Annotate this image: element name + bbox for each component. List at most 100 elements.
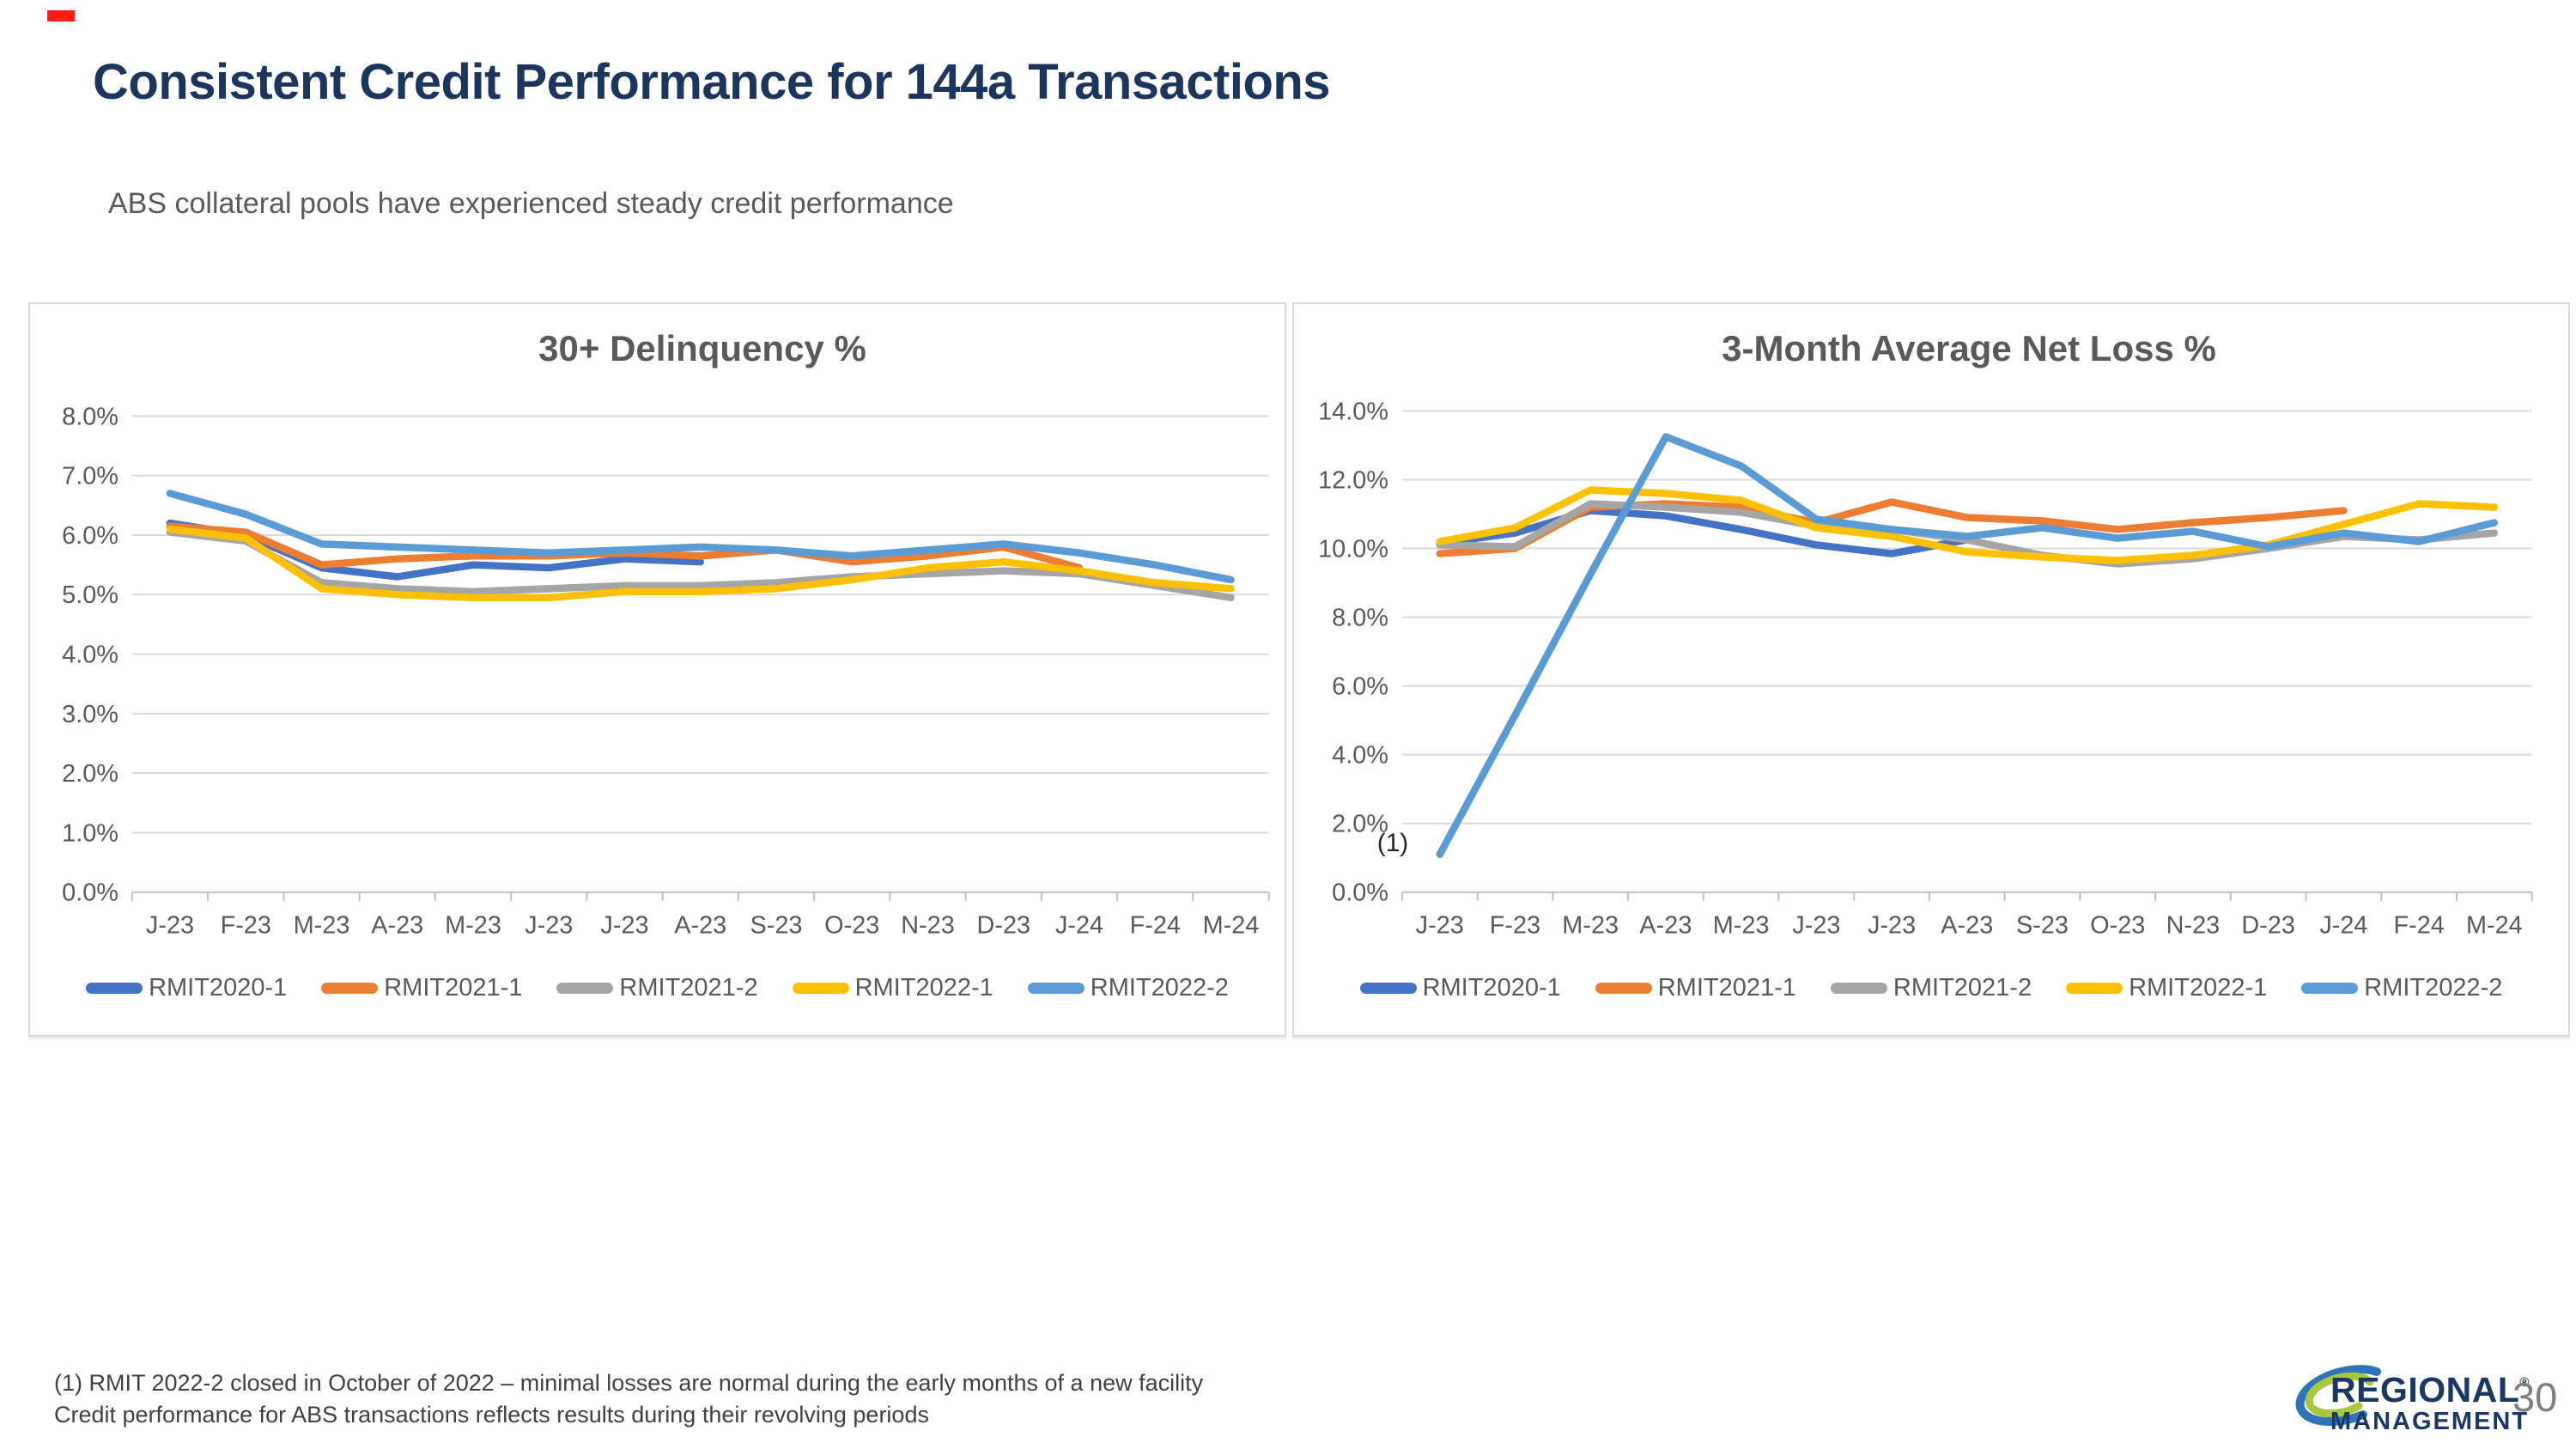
x-axis-label: A-23 xyxy=(674,912,726,940)
y-axis-label: 6.0% xyxy=(62,522,118,550)
legend-chip xyxy=(2066,983,2123,994)
y-axis-label: 1.0% xyxy=(62,819,118,847)
legend-item-RMIT2020-1: RMIT2020-1 xyxy=(1359,974,1561,1002)
legend-item-RMIT2022-1: RMIT2022-1 xyxy=(792,974,993,1002)
legend-item-RMIT2021-1: RMIT2021-1 xyxy=(1595,974,1796,1002)
x-axis-label: S-23 xyxy=(2016,912,2069,940)
legend-label: RMIT2021-2 xyxy=(619,974,758,1002)
legend-label: RMIT2020-1 xyxy=(149,974,288,1002)
y-axis-label: 2.0% xyxy=(1332,811,1388,838)
y-axis-label: 8.0% xyxy=(62,403,118,430)
legend-item-RMIT2021-1: RMIT2021-1 xyxy=(321,974,522,1002)
legend-label: RMIT2022-1 xyxy=(2129,974,2268,1002)
x-axis-label: F-23 xyxy=(1490,912,1540,940)
chart-annotation: (1) xyxy=(1377,829,1408,857)
y-axis-label: 8.0% xyxy=(1332,605,1388,632)
y-axis-label: 0.0% xyxy=(1332,880,1388,907)
x-axis-label: A-23 xyxy=(1639,912,1692,940)
x-axis-label: O-23 xyxy=(2090,912,2145,940)
legend-label: RMIT2022-1 xyxy=(854,974,993,1002)
registered-mark: ® xyxy=(2519,1375,2530,1390)
company-logo: REGIONAL® MANAGEMENT 30 xyxy=(2274,1361,2574,1447)
legend-chip xyxy=(792,983,849,994)
series-line-RMIT2022-2 xyxy=(166,490,1235,584)
x-axis-label: M-24 xyxy=(1203,912,1260,940)
x-axis-label: F-24 xyxy=(2393,912,2444,940)
legend-label: RMIT2022-2 xyxy=(2364,974,2503,1002)
x-axis-label: M-24 xyxy=(2466,912,2523,940)
y-axis-label: 3.0% xyxy=(62,701,118,728)
legend-item-RMIT2020-1: RMIT2020-1 xyxy=(86,974,287,1002)
legend-chip xyxy=(1359,983,1417,994)
legend-item-RMIT2021-2: RMIT2021-2 xyxy=(556,974,758,1002)
x-axis-label: M-23 xyxy=(1562,912,1619,940)
legend-item-RMIT2022-2: RMIT2022-2 xyxy=(1027,974,1229,1002)
red-accent-mark xyxy=(47,10,75,21)
x-axis-label: A-23 xyxy=(1941,912,1993,940)
delinquency-chart-title: 30+ Delinquency % xyxy=(538,328,866,368)
footnote-line-2: Credit performance for ABS transactions … xyxy=(54,1402,929,1428)
y-axis-label: 4.0% xyxy=(62,642,118,669)
x-axis-label: F-23 xyxy=(221,912,271,940)
x-axis-label: N-23 xyxy=(901,912,955,940)
series-line-RMIT2022-1 xyxy=(166,525,1235,602)
legend-chip xyxy=(2301,983,2359,994)
legend-item-RMIT2022-2: RMIT2022-2 xyxy=(2301,974,2502,1002)
legend-chip xyxy=(1595,983,1652,994)
x-axis-label: J-24 xyxy=(1055,912,1103,940)
page-title: Consistent Credit Performance for 144a T… xyxy=(93,54,1331,110)
legend-chip xyxy=(86,983,143,994)
series-line-RMIT2020-1 xyxy=(1436,507,1971,557)
y-axis-label: 10.0% xyxy=(1318,535,1388,563)
logo-regional-text: REGIONAL xyxy=(2330,1370,2520,1409)
x-axis-label: F-24 xyxy=(1130,912,1181,940)
x-axis-label: M-23 xyxy=(445,912,501,940)
series-line-RMIT2022-1 xyxy=(1436,486,2499,564)
legend-chip xyxy=(1830,983,1887,994)
net-loss-chart-legend: RMIT2020-1 RMIT2021-1 RMIT2021-2 RMIT2022-1… xyxy=(1294,974,2568,1002)
legend-label: RMIT2021-1 xyxy=(1657,974,1796,1002)
x-axis-label: N-23 xyxy=(2166,912,2221,940)
x-axis-label: S-23 xyxy=(750,912,803,940)
y-axis-label: 6.0% xyxy=(1332,673,1388,701)
y-axis-label: 14.0% xyxy=(1318,398,1388,425)
x-axis-label: J-23 xyxy=(1792,912,1840,940)
series-line-RMIT2021-2 xyxy=(166,528,1235,602)
legend-label: RMIT2020-1 xyxy=(1422,974,1561,1002)
legend-label: RMIT2021-1 xyxy=(384,974,523,1002)
delinquency-chart-legend: RMIT2020-1 RMIT2021-1 RMIT2021-2 RMIT2022-1… xyxy=(30,974,1285,1002)
x-axis-label: J-23 xyxy=(600,912,648,940)
legend-chip xyxy=(321,983,379,994)
y-axis-label: 0.0% xyxy=(62,880,118,907)
x-axis-label: D-23 xyxy=(976,912,1030,940)
y-axis-label: 4.0% xyxy=(1332,742,1388,770)
x-axis-label: J-23 xyxy=(146,912,194,940)
x-axis-label: A-23 xyxy=(371,912,423,940)
y-axis-label: 12.0% xyxy=(1318,466,1388,494)
delinquency-chart-svg: 8.0% 7.0% 6.0% 5.0% 4.0% 3.0% 2.0% 1.0% 0.0% J-23… xyxy=(62,403,1270,940)
net-loss-chart-svg: 14.0% 12.0% 10.0% 8.0% 6.0% 4.0% 2.0% 0.0% J-23 F… xyxy=(1318,398,2533,940)
x-axis-label: M-23 xyxy=(1713,912,1770,940)
legend-label: RMIT2022-2 xyxy=(1090,974,1229,1002)
x-axis-label: O-23 xyxy=(824,912,879,940)
page-number: 30 xyxy=(2512,1374,2558,1420)
footnote-line-1: (1) RMIT 2022-2 closed in October of 202… xyxy=(54,1370,1204,1396)
x-axis-label: J-23 xyxy=(525,912,573,940)
x-axis-label: D-23 xyxy=(2241,912,2295,940)
legend-label: RMIT2021-2 xyxy=(1893,974,2032,1002)
logo-swoosh-icon xyxy=(2295,1365,2381,1427)
legend-item-RMIT2021-2: RMIT2021-2 xyxy=(1830,974,2032,1002)
footnotes: (1) RMIT 2022-2 closed in October of 202… xyxy=(54,1367,1203,1431)
series-line-RMIT2022-2 xyxy=(1436,433,2499,859)
x-axis-label: J-23 xyxy=(1416,912,1464,940)
page-subtitle: ABS collateral pools have experienced st… xyxy=(108,187,954,220)
legend-item-RMIT2022-1: RMIT2022-1 xyxy=(2066,974,2267,1002)
y-axis-label: 5.0% xyxy=(62,581,118,609)
net-loss-chart-title: 3-Month Average Net Loss % xyxy=(1722,328,2216,368)
x-axis-label: M-23 xyxy=(294,912,350,940)
x-axis-label: J-24 xyxy=(2319,912,2367,940)
net-loss-chart-panel: 3-Month Average Net Loss % 14.0% 12.0% 10.… xyxy=(1292,302,2570,1037)
x-axis-label: J-23 xyxy=(1868,912,1916,940)
legend-chip xyxy=(1027,983,1084,994)
